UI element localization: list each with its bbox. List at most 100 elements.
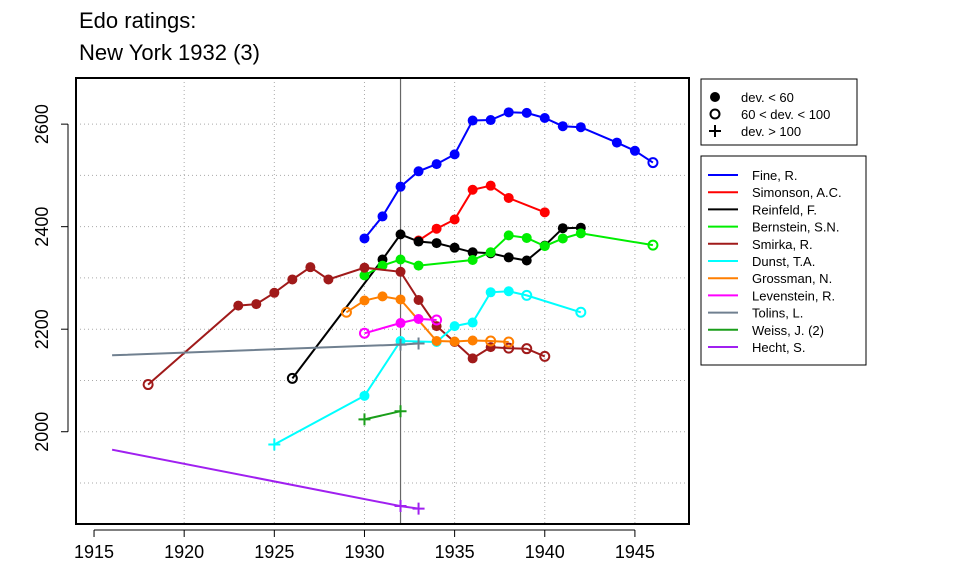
data-point <box>305 262 316 273</box>
series-line <box>364 317 437 335</box>
data-point <box>449 214 460 225</box>
data-point <box>449 336 460 347</box>
x-tick-label: 1925 <box>254 542 294 562</box>
data-point <box>413 166 424 177</box>
data-point <box>539 112 550 123</box>
y-tick-label: 2400 <box>32 207 52 247</box>
series-line <box>111 448 419 510</box>
data-point <box>557 121 568 132</box>
data-point <box>359 295 370 306</box>
y-tick-label: 2000 <box>32 412 52 452</box>
chart-title-line-2: New York 1932 (3) <box>79 40 260 65</box>
data-point <box>485 287 496 298</box>
data-point <box>521 232 532 243</box>
data-point <box>449 149 460 160</box>
data-point <box>503 286 514 297</box>
data-point <box>503 252 514 263</box>
data-point <box>521 343 533 355</box>
marker-legend-label: 60 < dev. < 100 <box>741 107 830 122</box>
data-point <box>413 236 424 247</box>
data-point <box>251 299 262 310</box>
legend-label: Weiss, J. (2) <box>752 323 824 338</box>
legend-label: Bernstein, S.N. <box>752 220 839 235</box>
data-point <box>268 438 281 451</box>
data-point <box>503 336 515 348</box>
marker-legend: dev. < 60 60 < dev. < 100 dev. > 100 <box>700 78 858 146</box>
x-tick-label: 1935 <box>435 542 475 562</box>
legend-label: Levenstein, R. <box>752 288 835 303</box>
series-line <box>112 342 419 357</box>
data-point <box>467 317 478 328</box>
data-point <box>485 180 496 191</box>
data-point <box>467 353 478 364</box>
data-point <box>394 405 407 418</box>
plot-frame <box>75 77 690 525</box>
data-point <box>395 181 406 192</box>
data-point <box>359 233 370 244</box>
x-tick-label: 1940 <box>525 542 565 562</box>
data-point <box>629 145 640 156</box>
data-point <box>485 115 496 126</box>
data-point <box>413 260 424 271</box>
series-levenstein-r <box>358 313 443 339</box>
y-tick-label: 2600 <box>32 104 52 144</box>
data-point <box>287 274 298 285</box>
data-point <box>395 266 406 277</box>
data-point <box>521 255 532 266</box>
series-tolins-l <box>112 337 425 357</box>
chart-title-line-1: Edo ratings: <box>79 8 197 33</box>
data-point <box>467 247 478 258</box>
data-point <box>286 372 298 384</box>
series-weiss-j-2 <box>358 405 407 426</box>
data-point <box>412 337 425 350</box>
legend-label: Dunst, T.A. <box>752 254 815 269</box>
data-point <box>413 294 424 305</box>
marker-legend-label: dev. < 60 <box>741 90 794 105</box>
data-point <box>467 254 478 265</box>
data-point <box>521 107 532 118</box>
data-point <box>503 107 514 118</box>
marker-legend-label: dev. > 100 <box>741 124 801 139</box>
data-point <box>431 238 442 249</box>
data-point <box>359 270 370 281</box>
data-point <box>503 192 514 203</box>
data-point <box>359 390 370 401</box>
data-point <box>539 350 551 362</box>
data-point <box>395 229 406 240</box>
series-line <box>291 226 581 380</box>
data-point <box>485 335 497 347</box>
data-point <box>539 207 550 218</box>
x-tick-label: 1945 <box>615 542 655 562</box>
data-point <box>503 342 515 354</box>
data-point <box>431 335 442 346</box>
legend-label: Tolins, L. <box>752 306 803 321</box>
data-point <box>503 230 514 241</box>
data-point <box>269 287 280 298</box>
data-point <box>358 413 371 426</box>
data-point <box>575 228 586 239</box>
data-point <box>340 306 352 318</box>
x-tick-label: 1920 <box>164 542 204 562</box>
series-legend: Fine, R. Simonson, A.C. Reinfeld, F. Bernst… <box>700 155 867 366</box>
legend-label: Grossman, N. <box>752 271 832 286</box>
series-line <box>273 290 582 446</box>
series-grossman-n <box>340 291 515 348</box>
data-point <box>377 260 388 271</box>
data-point <box>539 241 550 252</box>
legend-label: Simonson, A.C. <box>752 185 842 200</box>
x-tick-label: 1915 <box>74 542 114 562</box>
legend-label: Smirka, R. <box>752 237 813 252</box>
data-point <box>709 108 721 120</box>
series-bernstein-s-n <box>359 228 659 281</box>
series-line <box>364 410 401 421</box>
data-point <box>467 115 478 126</box>
data-point <box>647 239 659 251</box>
data-point <box>413 313 424 324</box>
series-simonson-a-c <box>413 180 550 246</box>
data-point <box>395 294 406 305</box>
data-point <box>485 247 496 258</box>
data-point <box>233 300 244 311</box>
data-point <box>412 502 425 515</box>
data-point <box>358 327 370 339</box>
